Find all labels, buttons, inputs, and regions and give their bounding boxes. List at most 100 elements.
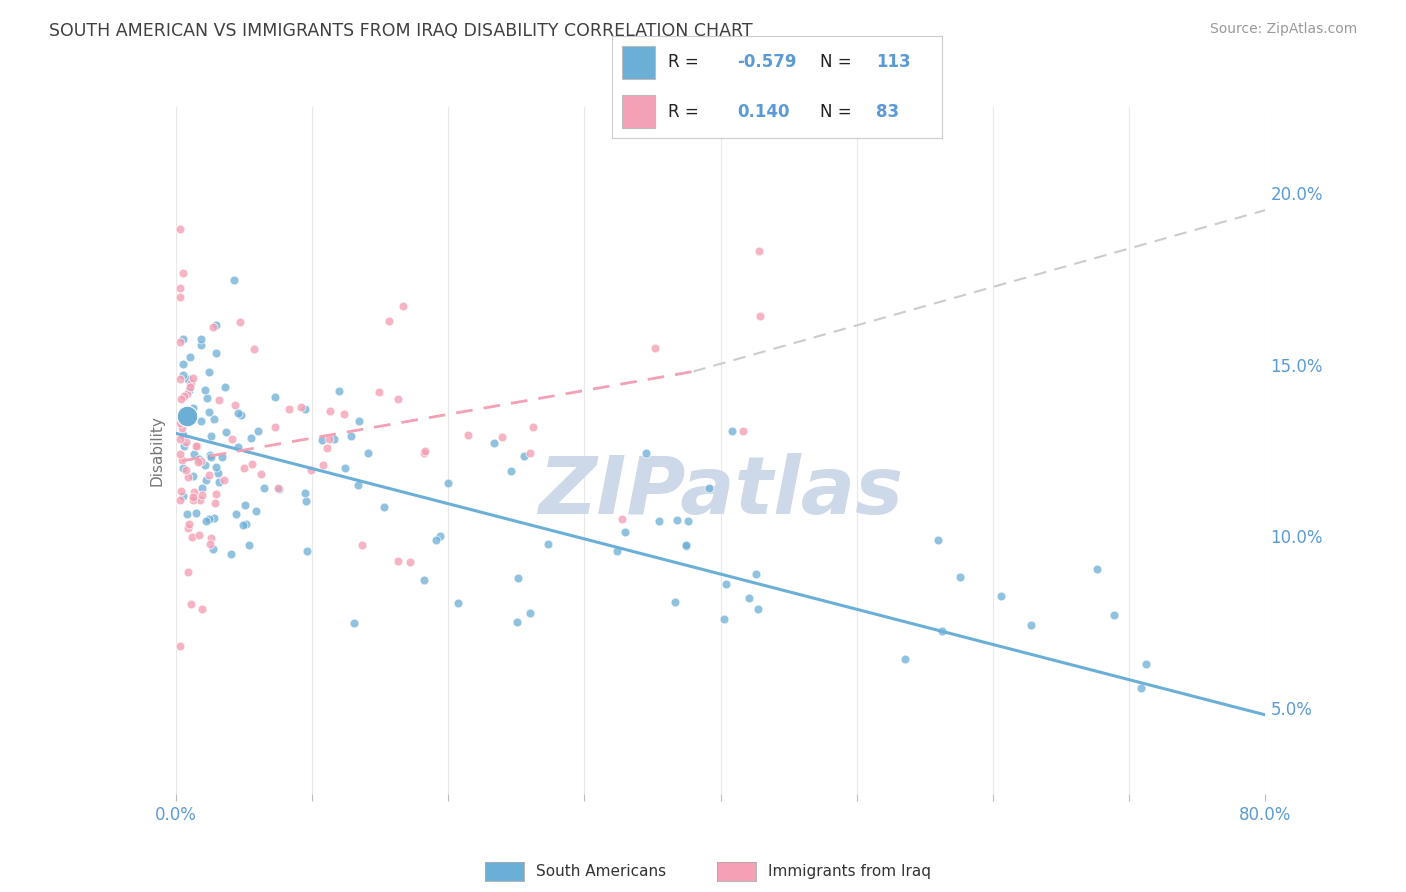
Point <box>229 408 252 422</box>
Point <box>172 489 194 503</box>
Point <box>205 345 228 359</box>
Point <box>233 461 256 475</box>
Point <box>636 445 658 459</box>
Text: R =: R = <box>668 103 699 120</box>
Point <box>177 565 200 579</box>
Point <box>188 527 211 541</box>
Point <box>177 470 200 484</box>
Point <box>186 491 208 505</box>
Point <box>172 460 194 475</box>
Point <box>202 412 225 426</box>
Point <box>748 309 770 323</box>
Point <box>519 606 541 620</box>
Point <box>177 521 200 535</box>
Point <box>413 573 436 587</box>
Point <box>214 380 236 394</box>
Point <box>522 419 544 434</box>
Point <box>1135 657 1157 672</box>
Point <box>202 511 225 525</box>
Point <box>191 601 214 615</box>
Point <box>378 314 401 328</box>
Point <box>195 473 218 487</box>
Text: 0.140: 0.140 <box>737 103 790 120</box>
Point <box>201 542 224 557</box>
Point <box>194 383 217 397</box>
Point <box>169 290 191 304</box>
Point <box>721 424 744 438</box>
Point <box>425 533 447 548</box>
Point <box>747 602 769 616</box>
Point <box>177 372 200 386</box>
Point <box>169 416 191 430</box>
Point <box>263 419 285 434</box>
Point <box>172 266 194 280</box>
Point <box>172 421 194 435</box>
Point <box>228 407 250 421</box>
Point <box>714 576 737 591</box>
Point <box>482 436 505 450</box>
Point <box>176 409 198 423</box>
Point <box>184 506 207 520</box>
Point <box>675 538 697 552</box>
Point <box>295 494 318 508</box>
Point <box>184 439 207 453</box>
Point <box>713 612 735 626</box>
Text: R =: R = <box>668 54 699 71</box>
Point <box>312 458 335 472</box>
Point <box>205 318 228 333</box>
Point <box>1087 562 1109 576</box>
Point <box>318 432 340 446</box>
Point <box>294 401 316 416</box>
Point <box>208 475 231 490</box>
Point <box>183 493 205 508</box>
Point <box>499 464 522 478</box>
Y-axis label: Disability: Disability <box>149 415 165 486</box>
Point <box>299 463 322 477</box>
Point <box>606 543 628 558</box>
Point <box>176 387 198 401</box>
Point <box>357 446 380 460</box>
Point <box>169 639 191 653</box>
Point <box>387 392 409 406</box>
Point <box>429 529 451 543</box>
Point <box>245 504 267 518</box>
Point <box>491 430 513 444</box>
Point <box>200 531 222 545</box>
Point <box>179 516 201 531</box>
Point <box>232 518 254 533</box>
Point <box>457 428 479 442</box>
Point <box>219 547 242 561</box>
Point <box>295 543 318 558</box>
Point <box>205 487 228 501</box>
Point <box>170 483 193 498</box>
Point <box>187 455 209 469</box>
Point <box>290 400 312 414</box>
Point <box>676 514 699 528</box>
Point <box>198 365 221 379</box>
Point <box>179 380 201 394</box>
Point <box>253 481 276 495</box>
Point <box>240 457 263 471</box>
Point <box>207 466 229 480</box>
Point <box>347 414 370 428</box>
Point <box>169 447 191 461</box>
Point <box>183 371 205 385</box>
Text: 113: 113 <box>876 54 911 71</box>
Point <box>197 512 219 526</box>
Bar <box>621 45 655 78</box>
Point <box>188 452 211 467</box>
Point <box>179 376 201 391</box>
Text: SOUTH AMERICAN VS IMMIGRANTS FROM IRAQ DISABILITY CORRELATION CHART: SOUTH AMERICAN VS IMMIGRANTS FROM IRAQ D… <box>49 22 752 40</box>
Point <box>169 372 191 386</box>
Point <box>177 383 200 397</box>
Point <box>190 454 212 468</box>
Point <box>181 491 204 505</box>
Point <box>224 398 246 412</box>
Point <box>612 512 634 526</box>
Point <box>931 624 953 638</box>
Point <box>186 439 208 453</box>
Bar <box>621 95 655 128</box>
Point <box>513 450 536 464</box>
Point <box>173 389 195 403</box>
Text: South Americans: South Americans <box>536 864 666 879</box>
